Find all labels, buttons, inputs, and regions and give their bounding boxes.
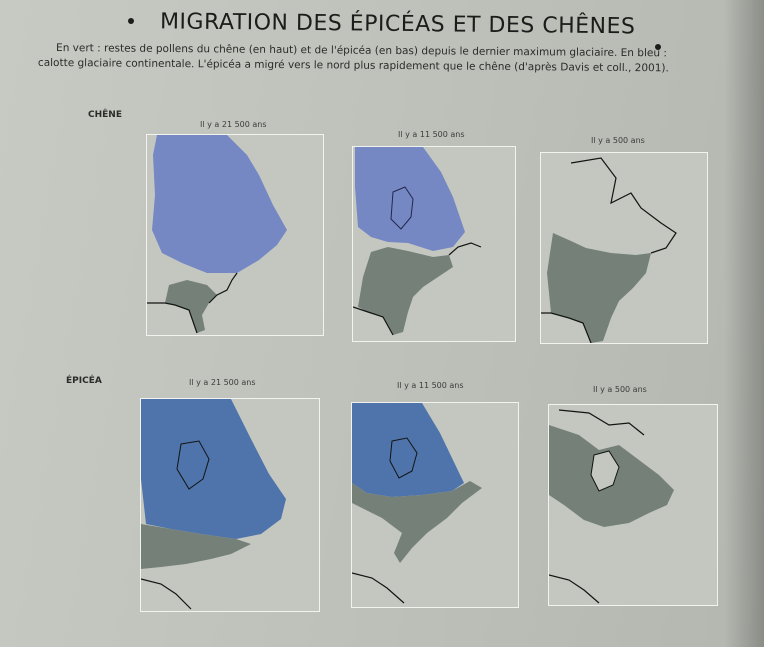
title-bullet-right [655, 44, 661, 50]
map-spruce-21500 [140, 398, 320, 612]
map-spruce-11500 [351, 402, 519, 608]
map-oak-500 [540, 152, 708, 344]
title-bullet-left [128, 18, 134, 24]
row-label-oak: CHÊNE [88, 110, 122, 120]
spruce-time-2: Il y a 11 500 ans [397, 381, 464, 390]
map-oak-21500 [146, 134, 324, 336]
coastline [541, 312, 592, 343]
hudson-bay-outline [389, 437, 418, 479]
coastline [353, 306, 394, 336]
oak-pollen-area [358, 247, 453, 335]
coastline [352, 572, 405, 604]
hudson-bay-outline [176, 440, 210, 490]
map-spruce-500-graphic [549, 409, 674, 604]
map-spruce-21500-graphic [141, 399, 286, 610]
oak-pollen-area [165, 280, 217, 333]
page-title: MIGRATION DES ÉPICÉAS ET DES CHÊNES [159, 9, 636, 40]
map-spruce-500 [548, 404, 718, 606]
coastline [141, 578, 192, 610]
caption: En vert : restes de pollens du chêne (en… [38, 41, 758, 77]
coastline [147, 302, 198, 334]
coastline [549, 574, 600, 604]
page-edge-shadow [724, 0, 764, 647]
map-oak-11500 [352, 146, 516, 342]
oak-pollen-area [547, 233, 651, 343]
ice-sheet [355, 147, 465, 251]
map-oak-500-graphic [541, 157, 677, 343]
oak-time-3: Il y a 500 ans [591, 136, 645, 145]
hudson-bay-outline [390, 186, 414, 230]
row-label-spruce: ÉPICÉA [66, 376, 102, 386]
coastline-north [570, 157, 677, 254]
hudson-bay-outline [590, 450, 620, 492]
spruce-pollen-area [141, 524, 251, 569]
spruce-time-1: Il y a 21 500 ans [189, 378, 256, 387]
map-oak-11500-graphic [353, 147, 482, 336]
ice-sheet [152, 135, 287, 273]
coastline [448, 242, 482, 256]
oak-time-1: Il y a 21 500 ans [200, 120, 267, 129]
map-spruce-11500-graphic [352, 403, 482, 604]
ice-sheet [141, 399, 286, 539]
spruce-time-3: Il y a 500 ans [593, 385, 647, 394]
oak-time-2: Il y a 11 500 ans [398, 130, 465, 139]
spruce-pollen-area [352, 481, 482, 563]
coastline [208, 272, 238, 304]
ice-sheet [352, 403, 464, 497]
coastline-north [558, 409, 645, 436]
map-oak-21500-graphic [147, 135, 287, 334]
